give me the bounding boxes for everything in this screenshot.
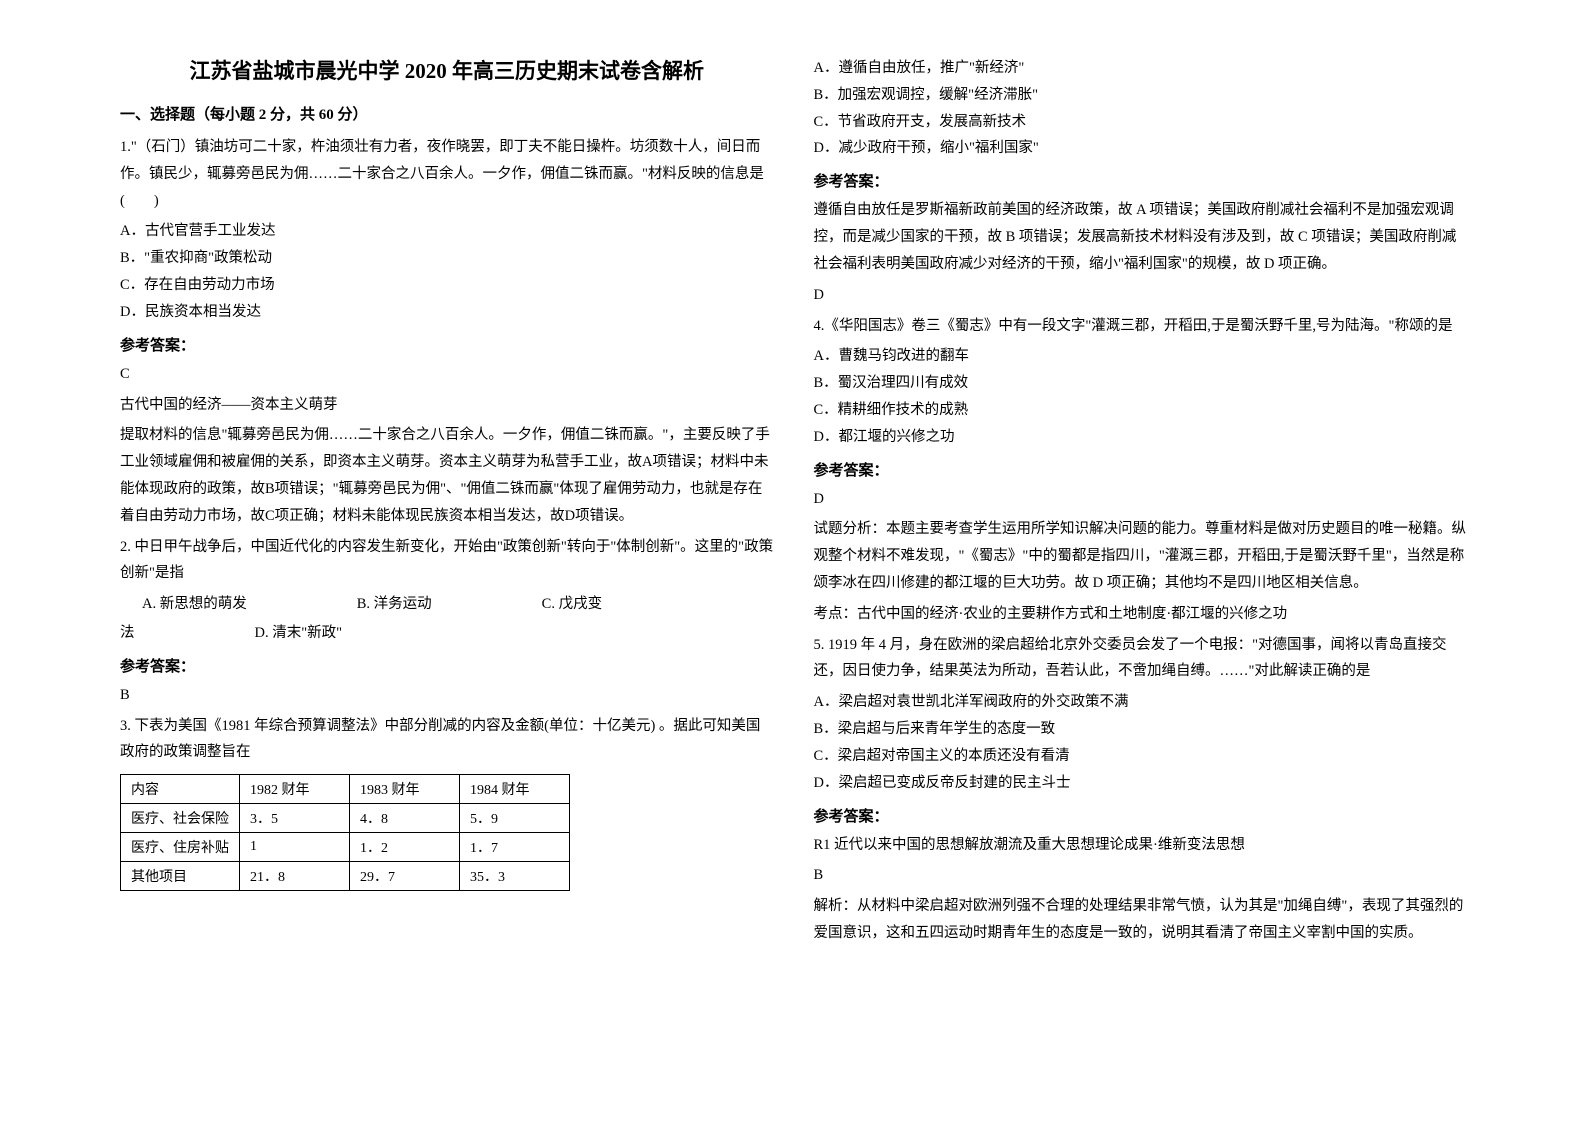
exam-title: 江苏省盐城市晨光中学 2020 年高三历史期末试卷含解析 — [120, 55, 774, 85]
table-row: 医疗、社会保险 3．5 4．8 5．9 — [121, 804, 570, 833]
table-row: 其他项目 21．8 29．7 35．3 — [121, 862, 570, 891]
q4-stem: 4.《华阳国志》卷三《蜀志》中有一段文字"灌溉三郡，开稻田,于是蜀沃野千里,号为… — [814, 313, 1468, 340]
q5-opt-b: B．梁启超与后来青年学生的态度一致 — [814, 716, 1468, 743]
td: 5．9 — [460, 804, 570, 833]
q1-exp2: 提取材料的信息"辄募旁邑民为佣……二十家合之八百余人。一夕作，佣值二铢而赢。"，… — [120, 422, 774, 529]
td: 1 — [240, 833, 350, 862]
q4-exp1: 试题分析：本题主要考查学生运用所学知识解决问题的能力。尊重材料是做对历史题目的唯… — [814, 516, 1468, 596]
q2-opt-c: C. 戊戌变 — [542, 591, 602, 618]
q1-opt-b: B．"重农抑商"政策松动 — [120, 245, 774, 272]
q5-stem: 5. 1919 年 4 月，身在欧洲的梁启超给北京外交委员会发了一个电报："对德… — [814, 632, 1468, 686]
td: 医疗、住房补贴 — [121, 833, 240, 862]
q3-opt-b: B．加强宏观调控，缓解"经济滞胀" — [814, 82, 1468, 109]
td: 35．3 — [460, 862, 570, 891]
q5-opt-a: A．梁启超对袁世凯北洋军阀政府的外交政策不满 — [814, 689, 1468, 716]
q4-opt-c: C．精耕细作技术的成熟 — [814, 397, 1468, 424]
q3-exp: 遵循自由放任是罗斯福新政前美国的经济政策，故 A 项错误；美国政府削减社会福利不… — [814, 197, 1468, 277]
q5-answer-label: 参考答案： — [814, 805, 1468, 826]
q2-opt-c-cont: 法 — [120, 620, 135, 647]
q3-opt-a: A．遵循自由放任，推广"新经济" — [814, 55, 1468, 82]
q1-answer-label: 参考答案： — [120, 334, 774, 355]
td: 1．7 — [460, 833, 570, 862]
q3-table: 内容 1982 财年 1983 财年 1984 财年 医疗、社会保险 3．5 4… — [120, 774, 570, 891]
q1-exp1: 古代中国的经济——资本主义萌芽 — [120, 392, 774, 419]
td: 医疗、社会保险 — [121, 804, 240, 833]
right-column: A．遵循自由放任，推广"新经济" B．加强宏观调控，缓解"经济滞胀" C．节省政… — [794, 55, 1488, 1067]
table-row: 医疗、住房补贴 1 1．2 1．7 — [121, 833, 570, 862]
q2-stem: 2. 中日甲午战争后，中国近代化的内容发生新变化，开始由"政策创新"转向于"体制… — [120, 534, 774, 588]
section-1-head: 一、选择题（每小题 2 分，共 60 分） — [120, 103, 774, 124]
q2-options-row1: A. 新思想的萌发 B. 洋务运动 C. 戊戌变 — [120, 591, 774, 618]
q1-stem: 1."（石门）镇油坊可二十家，杵油须壮有力者，夜作晓罢，即丁夫不能日操杵。坊须数… — [120, 134, 774, 214]
th1: 1982 财年 — [240, 775, 350, 804]
td: 1．2 — [350, 833, 460, 862]
td: 29．7 — [350, 862, 460, 891]
q1-opt-a: A．古代官营手工业发达 — [120, 218, 774, 245]
th3: 1984 财年 — [460, 775, 570, 804]
th2: 1983 财年 — [350, 775, 460, 804]
left-column: 江苏省盐城市晨光中学 2020 年高三历史期末试卷含解析 一、选择题（每小题 2… — [100, 55, 794, 1067]
td: 4．8 — [350, 804, 460, 833]
q4-opt-a: A．曹魏马钧改进的翻车 — [814, 343, 1468, 370]
q5-opt-c: C．梁启超对帝国主义的本质还没有看清 — [814, 743, 1468, 770]
q1-opt-c: C．存在自由劳动力市场 — [120, 272, 774, 299]
td: 其他项目 — [121, 862, 240, 891]
q4-opt-b: B．蜀汉治理四川有成效 — [814, 370, 1468, 397]
td: 21．8 — [240, 862, 350, 891]
q5-exp1: R1 近代以来中国的思想解放潮流及重大思想理论成果·维新变法思想 — [814, 832, 1468, 859]
q4-exp2: 考点：古代中国的经济·农业的主要耕作方式和土地制度·都江堰的兴修之功 — [814, 601, 1468, 628]
td: 3．5 — [240, 804, 350, 833]
q3-stem: 3. 下表为美国《1981 年综合预算调整法》中部分削减的内容及金额(单位：十亿… — [120, 713, 774, 767]
q2-answer-label: 参考答案： — [120, 655, 774, 676]
q2-answer-letter: B — [120, 682, 774, 709]
q3-answer-label: 参考答案： — [814, 170, 1468, 191]
q1-answer-letter: C — [120, 361, 774, 388]
q3-opt-c: C．节省政府开支，发展高新技术 — [814, 109, 1468, 136]
q5-opt-d: D．梁启超已变成反帝反封建的民主斗士 — [814, 770, 1468, 797]
q3-opt-d: D．减少政府干预，缩小"福利国家" — [814, 135, 1468, 162]
th0: 内容 — [121, 775, 240, 804]
q4-opt-d: D．都江堰的兴修之功 — [814, 424, 1468, 451]
q5-exp2: 解析：从材料中梁启超对欧洲列强不合理的处理结果非常气愤，认为其是"加绳自缚"，表… — [814, 893, 1468, 947]
q1-opt-d: D．民族资本相当发达 — [120, 299, 774, 326]
q2-opt-d: D. 清末"新政" — [255, 620, 343, 647]
q2-options-row2: 法 D. 清末"新政" — [120, 620, 774, 647]
q2-opt-a: A. 新思想的萌发 — [142, 591, 247, 618]
q4-answer-label: 参考答案： — [814, 459, 1468, 480]
q5-answer-letter: B — [814, 862, 1468, 889]
q2-opt-b: B. 洋务运动 — [357, 591, 432, 618]
table-row: 内容 1982 财年 1983 财年 1984 财年 — [121, 775, 570, 804]
q3-answer-letter: D — [814, 282, 1468, 309]
q4-answer-letter: D — [814, 486, 1468, 513]
